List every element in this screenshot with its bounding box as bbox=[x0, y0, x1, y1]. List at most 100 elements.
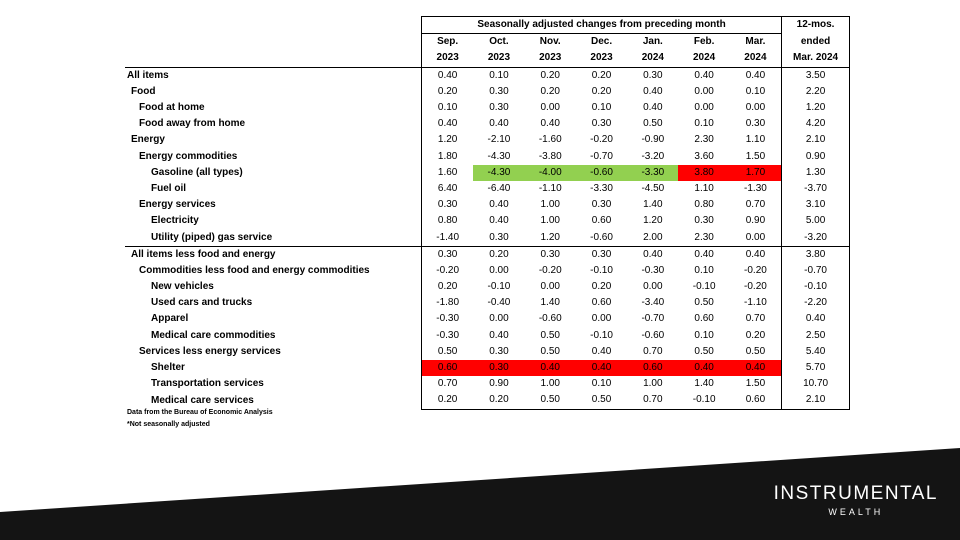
value-cell: 0.30 bbox=[473, 359, 525, 377]
row-label: Medical care commodities bbox=[151, 329, 276, 341]
value-cell: 1.20 bbox=[540, 231, 560, 243]
value-cell: 0.00 bbox=[745, 231, 766, 243]
value-cell: 0.30 bbox=[591, 199, 612, 211]
value-cell: 0.50 bbox=[540, 345, 560, 357]
value-cell: 0.00 bbox=[745, 102, 766, 114]
year-header: 2023 bbox=[575, 50, 628, 68]
value-cell: -0.60 bbox=[641, 329, 665, 341]
value-cell: 0.60 bbox=[729, 392, 782, 410]
year-header: 2024 bbox=[678, 50, 730, 68]
value-cell: 0.20 bbox=[421, 83, 474, 100]
value-cell: -3.30 bbox=[590, 182, 613, 194]
row-label: Shelter bbox=[151, 362, 185, 374]
value-cell: -1.60 bbox=[538, 134, 562, 146]
value-cell: -6.40 bbox=[487, 182, 511, 194]
value-cell: 0.10 bbox=[591, 102, 612, 114]
table-row: Used cars and trucks -1.80 -0.40 1.40 0.60 -3… bbox=[125, 295, 851, 312]
value-cell: 0.20 bbox=[473, 392, 525, 410]
twelve-month-cell: 2.10 bbox=[781, 392, 851, 410]
cpi-table-container: Seasonally adjusted changes from precedi… bbox=[125, 15, 851, 410]
col12-line3: Mar. 2024 bbox=[781, 50, 851, 68]
value-cell: -3.80 bbox=[538, 150, 562, 162]
value-cell: -0.20 bbox=[744, 264, 767, 276]
value-cell: 0.10 bbox=[694, 329, 714, 341]
value-cell: -0.20 bbox=[421, 262, 474, 279]
row-label: Apparel bbox=[151, 313, 189, 325]
value-cell: 0.40 bbox=[678, 245, 730, 263]
row-label: Fuel oil bbox=[151, 182, 186, 194]
value-cell: 0.20 bbox=[540, 85, 560, 97]
value-cell: 2.30 bbox=[694, 134, 714, 146]
value-cell: 0.60 bbox=[627, 359, 679, 377]
value-cell: 1.20 bbox=[643, 215, 663, 227]
value-cell: 0.00 bbox=[591, 313, 612, 325]
value-cell: -1.30 bbox=[744, 182, 767, 194]
table-row: Transportation services 0.70 0.90 1.00 0.10 1… bbox=[125, 376, 851, 393]
table-row: Gasoline (all types) 1.60 -4.30 -4.00 -0.60-… bbox=[125, 164, 851, 181]
row-label: All items less food and energy bbox=[125, 245, 422, 263]
twelve-month-cell: 5.70 bbox=[781, 359, 851, 377]
value-cell: 0.40 bbox=[489, 199, 509, 211]
value-cell: -1.10 bbox=[744, 297, 767, 309]
value-cell: 0.40 bbox=[729, 66, 782, 84]
value-cell: 1.00 bbox=[540, 378, 560, 390]
value-cell: 0.70 bbox=[745, 313, 766, 325]
value-cell: 0.40 bbox=[421, 116, 474, 133]
row-label: Electricity bbox=[151, 215, 199, 227]
value-cell: 0.30 bbox=[575, 245, 628, 263]
value-cell: 0.20 bbox=[745, 329, 766, 341]
value-cell: -2.10 bbox=[487, 134, 511, 146]
row-label: Energy bbox=[131, 134, 165, 146]
value-cell: -3.40 bbox=[641, 297, 665, 309]
month-header: Jan. bbox=[642, 36, 663, 48]
header-row-group: Seasonally adjusted changes from precedi… bbox=[125, 15, 851, 35]
value-cell: 6.40 bbox=[421, 180, 474, 198]
value-cell: -0.10 bbox=[590, 264, 613, 276]
value-cell: -3.20 bbox=[641, 150, 665, 162]
value-cell: 0.60 bbox=[694, 313, 714, 325]
value-cell: -0.10 bbox=[692, 281, 716, 293]
value-cell: 0.20 bbox=[591, 281, 612, 293]
twelve-month-cell: 0.90 bbox=[781, 148, 851, 165]
value-cell: 1.00 bbox=[540, 199, 560, 211]
table-row: New vehicles 0.20 -0.10 0.00 0.20 0.00 -0.10 -0… bbox=[125, 279, 851, 296]
value-cell: 0.30 bbox=[745, 118, 766, 130]
row-label: Services less energy services bbox=[139, 345, 281, 357]
table-row: Electricity 0.80 0.40 1.00 0.60 1.20 0.30 0.90 5… bbox=[125, 213, 851, 230]
value-cell: 1.40 bbox=[694, 378, 714, 390]
value-cell: 0.00 bbox=[489, 264, 509, 276]
value-cell: 1.20 bbox=[421, 132, 474, 149]
value-cell: 0.00 bbox=[694, 102, 714, 114]
table-body: All items 0.40 0.10 0.20 0.20 0.30 0.40 0.40 3.5… bbox=[125, 66, 851, 410]
twelve-month-cell: 4.20 bbox=[781, 116, 851, 133]
month-header: Oct. bbox=[489, 36, 509, 48]
year-header: 2024 bbox=[729, 50, 782, 68]
value-cell: 0.20 bbox=[421, 279, 474, 296]
table-row: Apparel -0.30 0.00 -0.60 0.00 -0.70 0.60 0.70 0.… bbox=[125, 311, 851, 328]
value-cell: -0.10 bbox=[678, 392, 730, 410]
value-cell: 0.40 bbox=[524, 359, 576, 377]
value-cell: 0.30 bbox=[421, 245, 474, 263]
value-cell: -0.20 bbox=[538, 264, 562, 276]
value-cell: 0.70 bbox=[421, 376, 474, 393]
table-row: Energy services 0.30 0.40 1.00 0.30 1.40 0.80 0… bbox=[125, 197, 851, 214]
logo-sub-text: WEALTH bbox=[828, 507, 884, 517]
table-row: Energy 1.20 -2.10 -1.60 -0.20 -0.90 2.30 1.10 2.… bbox=[125, 132, 851, 149]
year-header: 2023 bbox=[524, 50, 576, 68]
value-cell: 0.60 bbox=[421, 359, 474, 377]
twelve-month-cell: 3.80 bbox=[781, 245, 851, 263]
twelve-month-cell: 2.50 bbox=[781, 327, 851, 344]
value-cell: 0.40 bbox=[591, 345, 612, 357]
value-cell: 0.30 bbox=[627, 66, 679, 84]
value-cell: 1.50 bbox=[745, 378, 766, 390]
year-header: 2023 bbox=[421, 50, 474, 68]
twelve-month-cell: -2.20 bbox=[781, 295, 851, 312]
source-note: Data from the Bureau of Economic Analysi… bbox=[127, 409, 273, 416]
value-cell: 0.20 bbox=[473, 245, 525, 263]
value-cell: 3.80 bbox=[678, 164, 730, 181]
cpi-changes-table: Seasonally adjusted changes from precedi… bbox=[125, 15, 851, 410]
twelve-month-cell: 0.40 bbox=[781, 311, 851, 328]
table-row: Commodities less food and energy commodi… bbox=[125, 262, 851, 279]
value-cell: 0.40 bbox=[678, 359, 730, 377]
value-cell: 1.80 bbox=[421, 148, 474, 165]
